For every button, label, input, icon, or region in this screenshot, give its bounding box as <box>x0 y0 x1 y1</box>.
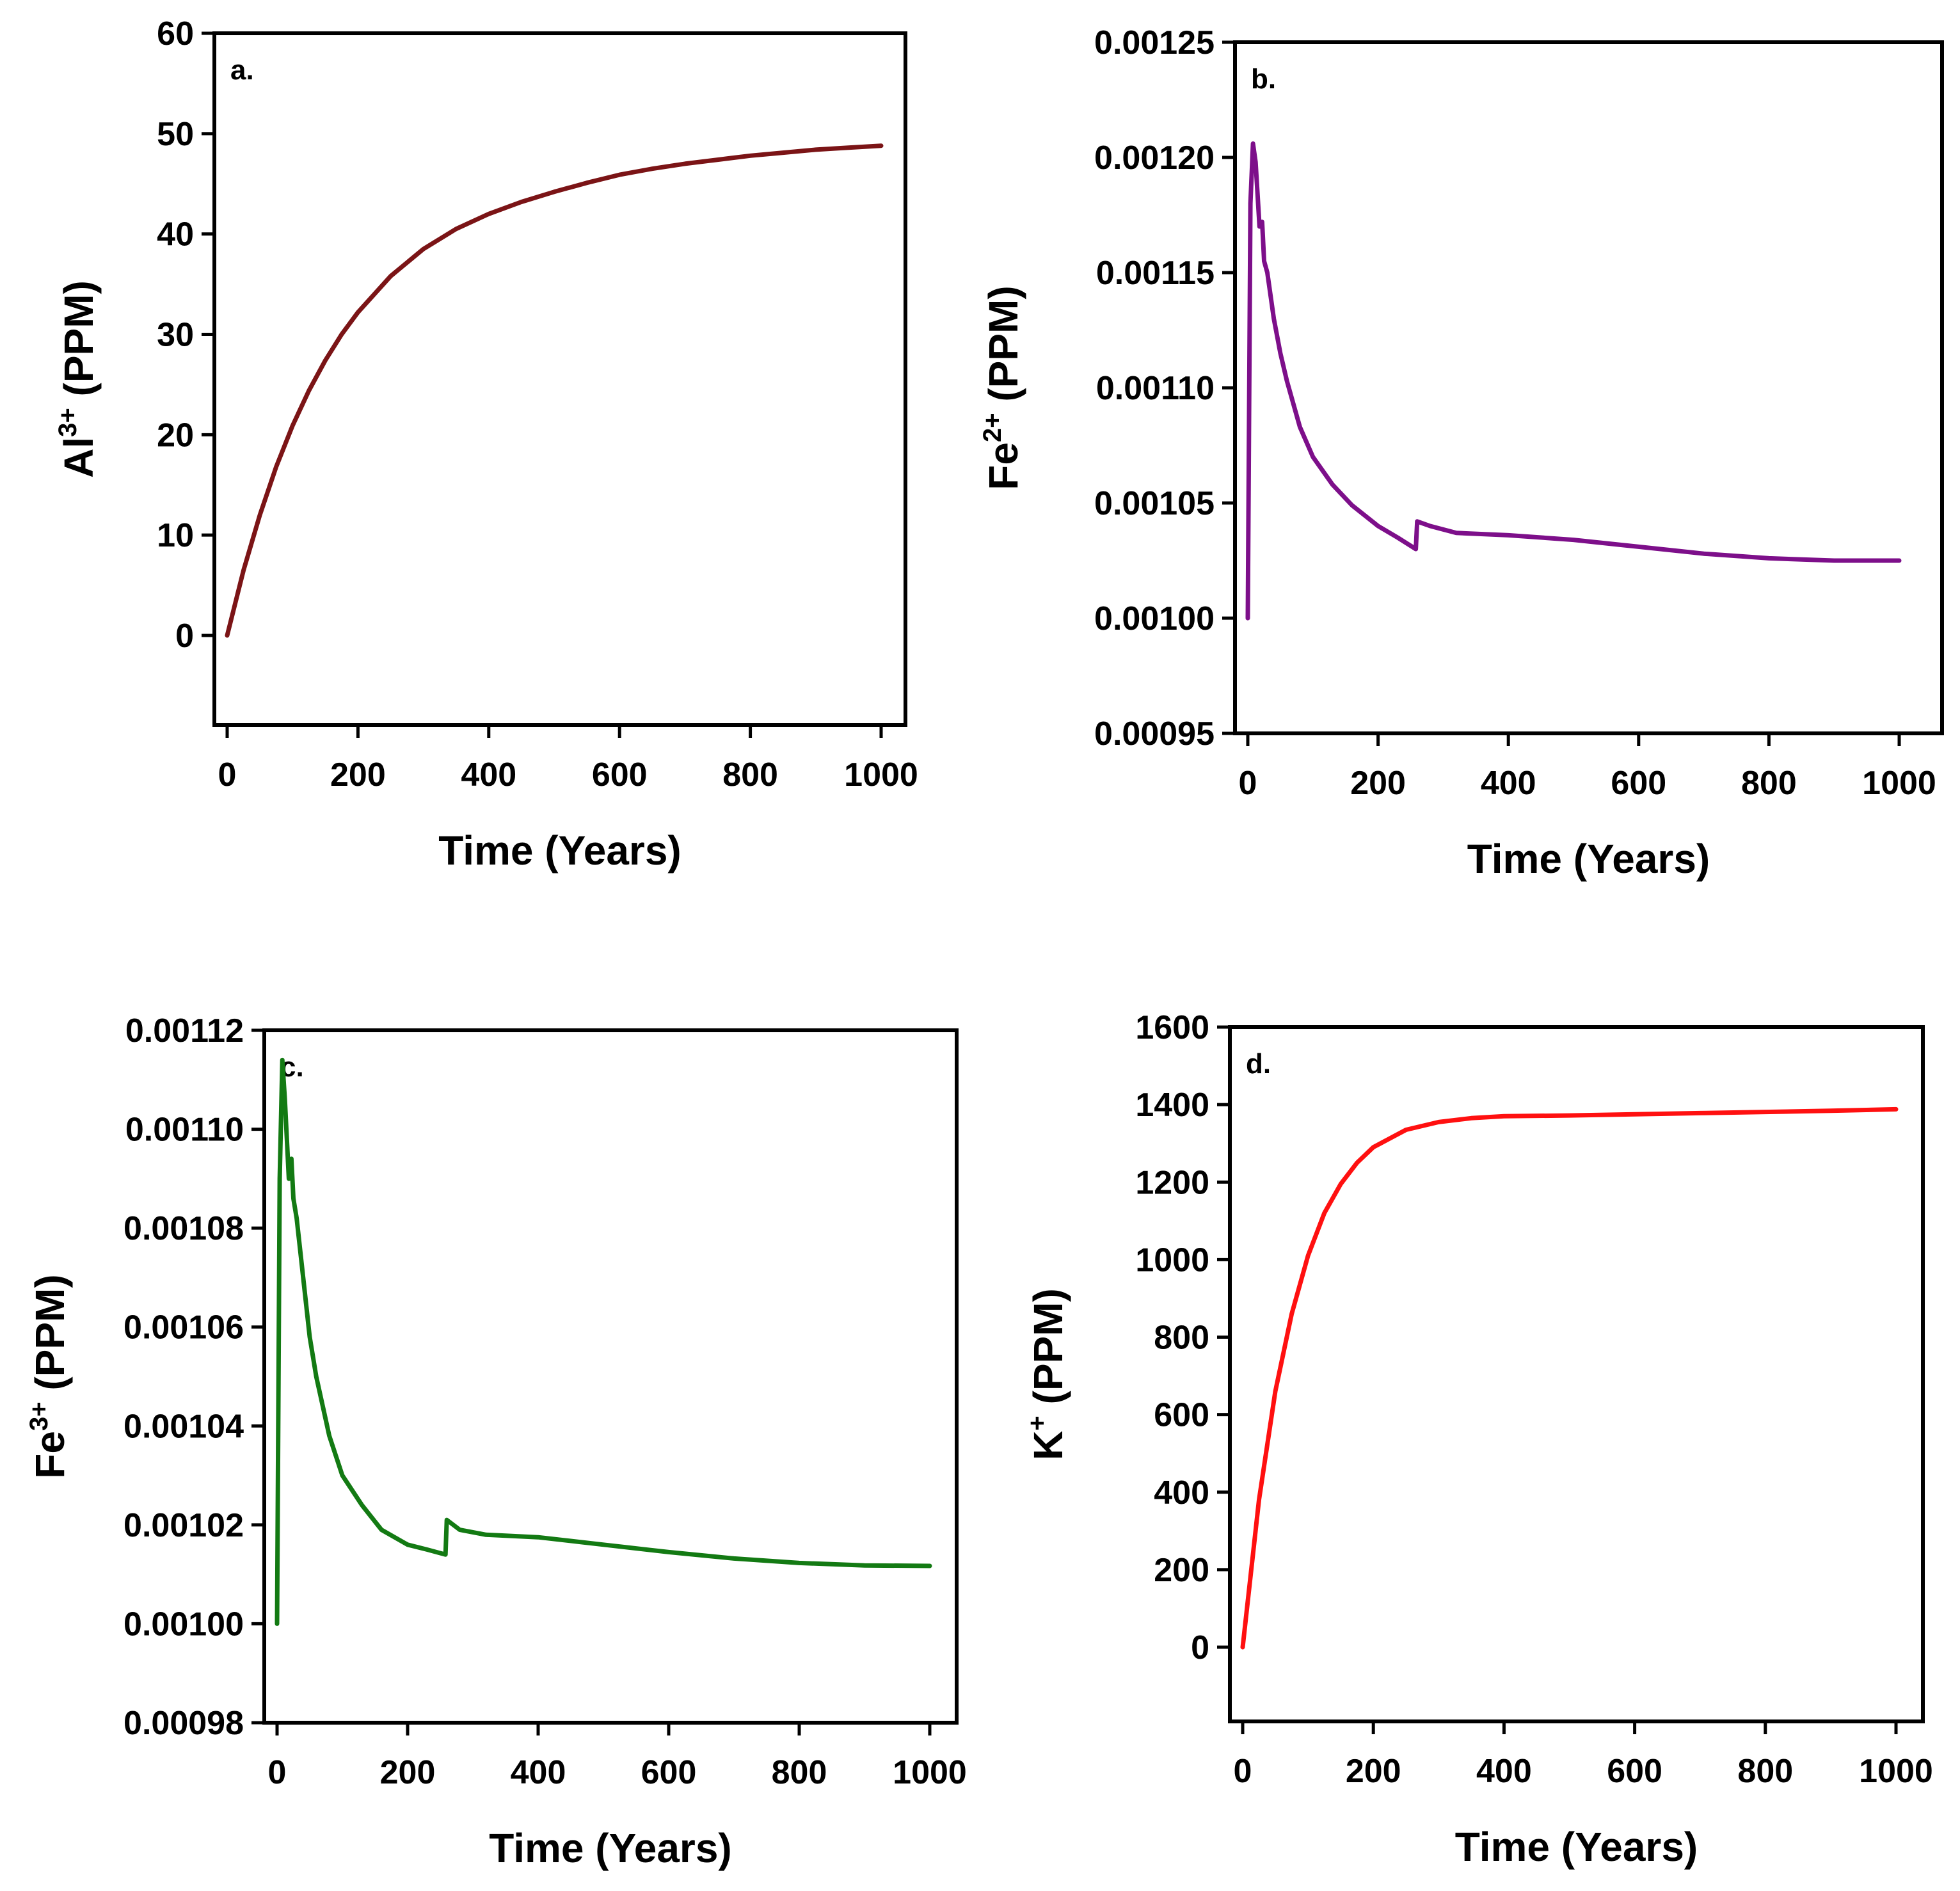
x-tick-label: 600 <box>1607 1753 1662 1790</box>
x-tick-label: 400 <box>1476 1753 1532 1790</box>
y-tick-label: 200 <box>1154 1552 1209 1589</box>
y-tick-label: 40 <box>157 216 194 253</box>
x-tick-label: 800 <box>1741 765 1797 802</box>
y-tick-label: 10 <box>157 517 194 554</box>
x-tick-label: 400 <box>461 756 516 794</box>
x-axis-title: Time (Years) <box>1455 1824 1698 1870</box>
y-tick-label: 0.00110 <box>1096 370 1215 407</box>
y-tick-label: 0.00112 <box>125 1012 244 1049</box>
y-axis-title: Fe2+ (PPM) <box>978 285 1026 490</box>
x-tick-label: 200 <box>380 1754 436 1791</box>
series-line-b <box>1245 141 1902 621</box>
chart-panel-c: 0.00098 0.00100 0.00102 0.00104 0.00106 0.001… <box>25 1012 967 1871</box>
y-axis-title-unit: (PPM) <box>980 285 1026 413</box>
y-axis-title: Al3+ (PPM) <box>54 280 102 478</box>
y-tick-label: 0.00100 <box>123 1606 244 1643</box>
y-axis-title-ion: Fe <box>27 1431 73 1479</box>
x-tick-label: 400 <box>511 1754 566 1791</box>
y-tick-label: 0.00098 <box>123 1705 244 1742</box>
y-axis-title-unit: (PPM) <box>1025 1288 1071 1416</box>
y-tick-label: 1000 <box>1135 1241 1209 1279</box>
x-tick-label: 1000 <box>1862 765 1936 802</box>
x-tick-label: 1000 <box>844 756 918 794</box>
y-axis-title-unit: (PPM) <box>56 280 102 408</box>
x-tick-label: 600 <box>592 756 648 794</box>
y-axis-title-charge: + <box>1023 1416 1051 1430</box>
x-tick-label: 600 <box>1611 765 1666 802</box>
x-tick-label: 200 <box>330 756 386 794</box>
x-tick-label: 1000 <box>1859 1753 1933 1790</box>
y-tick-label: 50 <box>157 116 194 153</box>
x-tick-label: 1000 <box>893 1754 967 1791</box>
y-axis-title: K+ (PPM) <box>1023 1288 1071 1460</box>
chart-panel-d: 0 200 400 600 800 1000 1200 1400 1600 0 200 400 600 8… <box>1023 1009 1933 1870</box>
plot-frame <box>1228 1025 1925 1723</box>
y-tick-label: 30 <box>157 317 194 354</box>
y-tick-label: 0.00110 <box>125 1112 244 1149</box>
y-tick-label: 0.00095 <box>1094 715 1215 753</box>
y-axis-title: Fe3+ (PPM) <box>25 1274 73 1478</box>
y-tick-label: 0.00106 <box>123 1309 244 1346</box>
plot-frame <box>262 1028 959 1725</box>
x-tick-label: 800 <box>1737 1753 1793 1790</box>
y-tick-label: 0.00105 <box>1094 485 1215 522</box>
y-axis-title-unit: (PPM) <box>27 1274 73 1401</box>
y-tick-label: 0.00100 <box>1094 600 1215 637</box>
x-tick-label: 800 <box>722 756 778 794</box>
series-line-a <box>225 143 884 638</box>
x-tick-label: 0 <box>218 756 237 794</box>
panel-label: a. <box>230 54 254 86</box>
y-tick-label: 600 <box>1154 1397 1209 1434</box>
y-tick-label: 0.00125 <box>1094 24 1215 61</box>
plot-frame <box>1233 40 1944 735</box>
x-axis-title: Time (Years) <box>1467 836 1710 882</box>
y-tick-label: 20 <box>157 417 194 454</box>
x-axis-title: Time (Years) <box>438 827 681 874</box>
x-tick-label: 200 <box>1346 1753 1401 1790</box>
y-tick-label: 0.00102 <box>123 1507 244 1544</box>
y-tick-label: 1200 <box>1135 1164 1209 1201</box>
plot-frame <box>212 31 907 727</box>
x-tick-label: 0 <box>1234 1753 1252 1790</box>
y-tick-label: 0.00104 <box>123 1408 244 1445</box>
y-tick-label: 0 <box>175 618 194 655</box>
y-tick-label: 1400 <box>1135 1087 1209 1124</box>
y-tick-label: 0 <box>1191 1629 1209 1666</box>
y-tick-label: 0.00120 <box>1094 140 1215 177</box>
y-axis-title-ion: K <box>1025 1431 1071 1460</box>
y-axis-title-charge: 3+ <box>25 1401 53 1431</box>
chart-panel-b: 0.00095 0.00100 0.00105 0.00110 0.00115 0.001… <box>978 24 1944 882</box>
series-line-c <box>275 1057 932 1626</box>
y-axis-title-charge: 2+ <box>978 413 1007 442</box>
x-tick-label: 0 <box>1239 765 1257 802</box>
y-tick-label: 1600 <box>1135 1009 1209 1046</box>
series-line-d <box>1240 1106 1899 1650</box>
x-tick-label: 400 <box>1481 765 1536 802</box>
x-axis-title: Time (Years) <box>489 1825 731 1871</box>
x-tick-label: 200 <box>1350 765 1406 802</box>
y-tick-label: 400 <box>1154 1474 1209 1512</box>
panel-label: b. <box>1251 63 1276 95</box>
y-axis-title-ion: Al <box>56 437 102 478</box>
panel-label: d. <box>1246 1048 1271 1080</box>
y-axis-title-charge: 3+ <box>54 408 82 437</box>
y-tick-label: 0.00108 <box>123 1210 244 1247</box>
x-tick-label: 800 <box>772 1754 827 1791</box>
y-axis-title-ion: Fe <box>980 442 1026 490</box>
y-tick-label: 0.00115 <box>1096 255 1215 292</box>
y-tick-label: 60 <box>157 15 194 52</box>
x-tick-label: 0 <box>268 1754 287 1791</box>
x-tick-label: 600 <box>641 1754 697 1791</box>
y-tick-label: 800 <box>1154 1320 1209 1357</box>
